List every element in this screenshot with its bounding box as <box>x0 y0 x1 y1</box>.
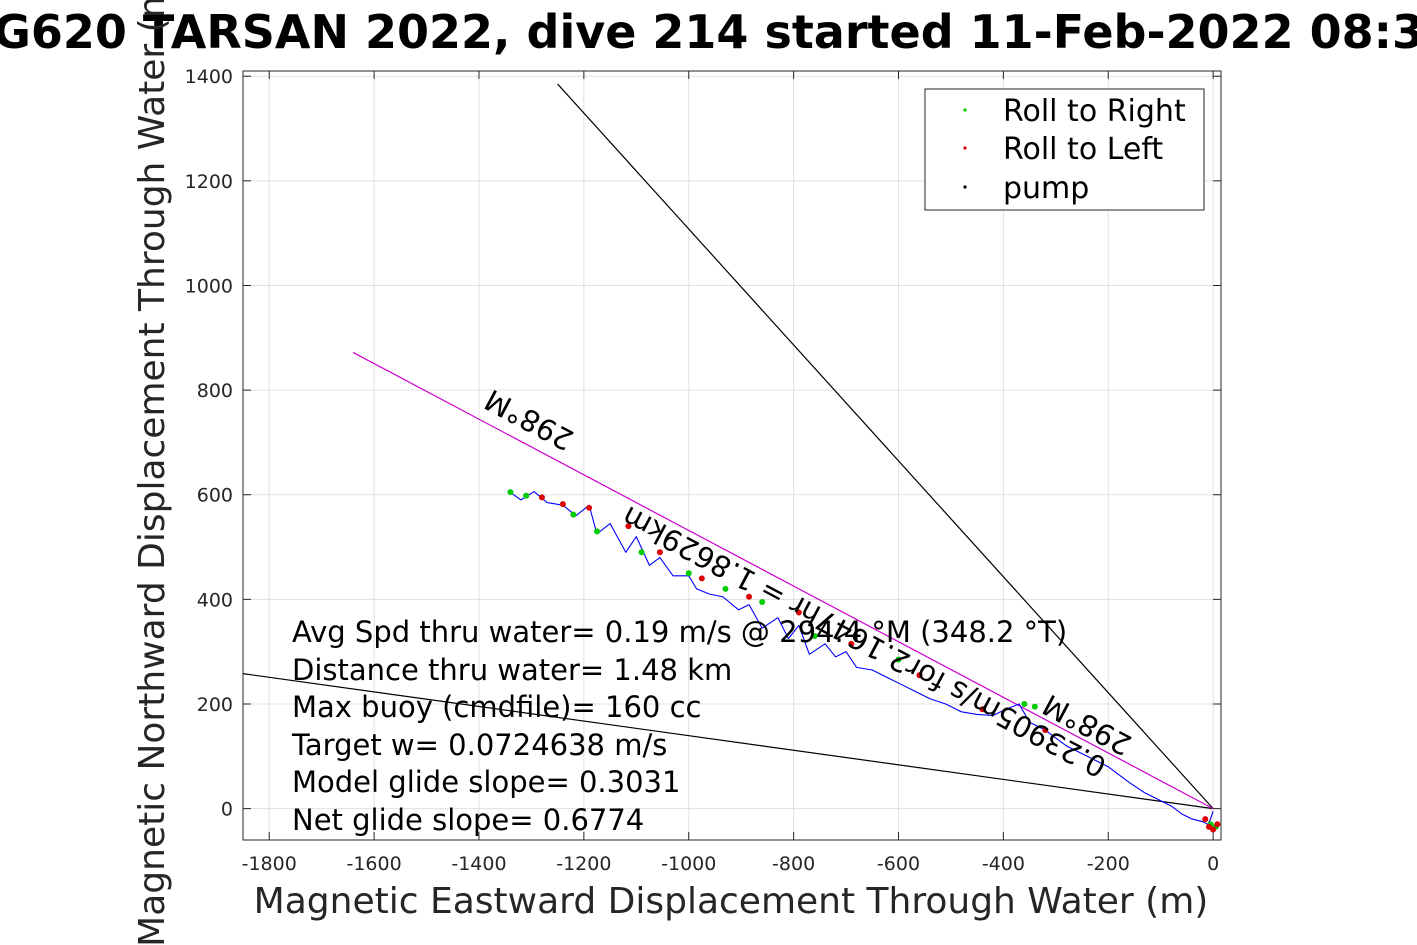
x-tick-label: 0 <box>1207 853 1219 875</box>
roll-left-point <box>916 672 923 679</box>
stat-distance: Distance thru water= 1.48 km <box>292 653 732 687</box>
stat-max-buoy: Max buoy (cmdfile)= 160 cc <box>292 690 701 724</box>
stat-model-glide: Model glide slope= 0.3031 <box>292 765 680 799</box>
stats-block: Avg Spd thru water= 0.19 m/s @ 294.4 °M … <box>291 615 1067 837</box>
roll-right-point <box>570 511 577 518</box>
roll-right-point <box>523 492 530 499</box>
legend-marker-roll-right <box>963 108 967 112</box>
roll-right-point <box>685 570 692 577</box>
x-tick-label: -200 <box>1087 853 1130 875</box>
roll-right-point <box>895 656 902 663</box>
glider-track <box>507 490 1214 825</box>
x-tick-label: -1200 <box>556 853 611 875</box>
roll-left-point <box>559 501 566 508</box>
roll-left-point <box>698 575 705 582</box>
reference-line <box>352 351 1214 810</box>
y-tick-label: 800 <box>197 380 233 402</box>
legend-label-pump: pump <box>1003 171 1089 206</box>
roll-left-point <box>538 494 545 501</box>
roll-left-point <box>746 593 753 600</box>
roll-left-point <box>625 523 632 530</box>
legend-box <box>924 88 1205 211</box>
roll-left-point <box>979 706 986 713</box>
reference-line <box>557 83 1214 810</box>
roll-points <box>507 489 1221 833</box>
x-tick-label: -600 <box>877 853 920 875</box>
legend-marker-roll-left <box>963 146 967 150</box>
y-tick-label: 1400 <box>185 66 233 88</box>
x-tick-label: -1600 <box>346 853 401 875</box>
roll-left-point <box>848 640 855 647</box>
y-tick-label: 1000 <box>185 275 233 297</box>
y-tick-label: 200 <box>197 694 233 716</box>
roll-left-point <box>586 504 593 511</box>
roll-left-point <box>656 549 663 556</box>
reference-lines <box>242 83 1214 810</box>
roll-left-point <box>1042 727 1049 734</box>
roll-right-point <box>722 585 729 592</box>
y-tick-label: 600 <box>197 485 233 507</box>
roll-left-point <box>1202 816 1209 823</box>
legend-label-roll-right: Roll to Right <box>1003 94 1186 129</box>
stat-target-w: Target w= 0.0724638 m/s <box>291 728 667 762</box>
legend: Roll to Right Roll to Left pump <box>924 88 1205 211</box>
x-axis-label: Magnetic Eastward Displacement Through W… <box>254 881 1209 922</box>
y-axis-label: Magnetic Northward Displacement Through … <box>132 0 173 945</box>
roll-left-point <box>1214 821 1221 828</box>
x-tick-label: -800 <box>772 853 815 875</box>
roll-right-point <box>638 549 645 556</box>
chart-title: SG620 TARSAN 2022, dive 214 started 11-F… <box>0 5 1417 59</box>
reference-line <box>242 673 1214 810</box>
roll-right-point <box>1021 700 1028 707</box>
roll-right-point <box>759 598 766 605</box>
roll-right-point <box>811 632 818 639</box>
x-tick-label: -400 <box>982 853 1025 875</box>
track-line <box>507 490 1214 825</box>
roll-left-point <box>1210 826 1217 833</box>
y-axis-ticks: 0 200 400 600 800 1000 1200 1400 <box>185 66 1221 821</box>
y-tick-label: 0 <box>221 799 233 821</box>
plot-frame <box>242 70 1222 841</box>
x-tick-label: -1400 <box>451 853 506 875</box>
legend-marker-pump <box>963 185 967 189</box>
roll-right-point <box>507 489 514 496</box>
roll-left-point <box>795 609 802 616</box>
stat-net-glide: Net glide slope= 0.6774 <box>292 803 644 837</box>
roll-right-point <box>593 528 600 535</box>
x-tick-label: -1800 <box>242 853 297 875</box>
x-axis-ticks: -1800 -1600 -1400 -1200 -1000 -800 -600 -400 -20… <box>242 71 1219 875</box>
y-tick-label: 1200 <box>185 171 233 193</box>
roll-right-point <box>1031 703 1038 710</box>
legend-label-roll-left: Roll to Left <box>1003 132 1163 167</box>
x-tick-label: -1000 <box>661 853 716 875</box>
stat-avg-speed: Avg Spd thru water= 0.19 m/s @ 294.4 °M … <box>292 615 1067 649</box>
y-tick-label: 400 <box>197 589 233 611</box>
